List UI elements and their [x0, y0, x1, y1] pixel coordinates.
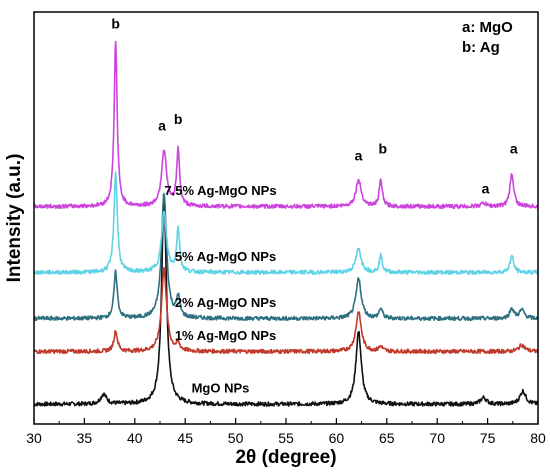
peak-annotation-1: a	[158, 118, 166, 134]
series-label-1: 1% Ag-MgO NPs	[175, 328, 276, 343]
peak-annotation-4: b	[378, 141, 387, 157]
x-tick-label: 60	[329, 430, 345, 446]
x-tick-label: 40	[127, 430, 143, 446]
y-axis-title: Intensity (a.u.)	[4, 154, 25, 283]
peak-annotation-3: a	[355, 147, 363, 163]
x-tick-label: 30	[26, 430, 42, 446]
peak-annotation-0: b	[111, 15, 120, 31]
x-tick-label: 80	[530, 430, 546, 446]
legend-entry-ag: b: Ag	[462, 39, 500, 56]
series-label-2: 2% Ag-MgO NPs	[175, 295, 276, 310]
series-label-3: 5% Ag-MgO NPs	[175, 249, 276, 264]
series-line-1	[33, 266, 539, 355]
x-tick-label: 55	[278, 430, 294, 446]
x-tick-label: 35	[77, 430, 93, 446]
x-tick-label: 70	[429, 430, 445, 446]
legend: a: MgO b: Ag	[462, 19, 513, 56]
series-label-0: MgO NPs	[192, 381, 250, 396]
series-line-2	[33, 192, 539, 322]
series-layer	[33, 40, 539, 407]
series-line-4	[33, 40, 539, 210]
x-axis-title: 2θ (degree)	[235, 447, 336, 468]
peak-annotations: ba ba baa	[111, 15, 518, 196]
x-tick-label: 50	[228, 430, 244, 446]
series-line-0	[33, 197, 539, 407]
peak-annotation-5: a	[482, 180, 490, 196]
x-tick-label: 45	[177, 430, 193, 446]
peak-annotation-6: a	[510, 141, 518, 157]
series-line-3	[33, 171, 539, 276]
series-label-4: 7.5% Ag-MgO NPs	[164, 183, 276, 198]
peak-annotation-2: b	[174, 111, 183, 127]
x-axis-ticks: 30 35 40 45 50 55 60 65 70 75 80	[26, 418, 546, 446]
labels-layer: MgO NPs 1% Ag-MgO NPs 2% Ag-MgO NPs 5% Ag-M…	[164, 183, 276, 396]
x-tick-label: 75	[480, 430, 496, 446]
legend-entry-mgo: a: MgO	[462, 19, 513, 36]
x-tick-label: 65	[379, 430, 395, 446]
plot-frame	[33, 11, 539, 425]
